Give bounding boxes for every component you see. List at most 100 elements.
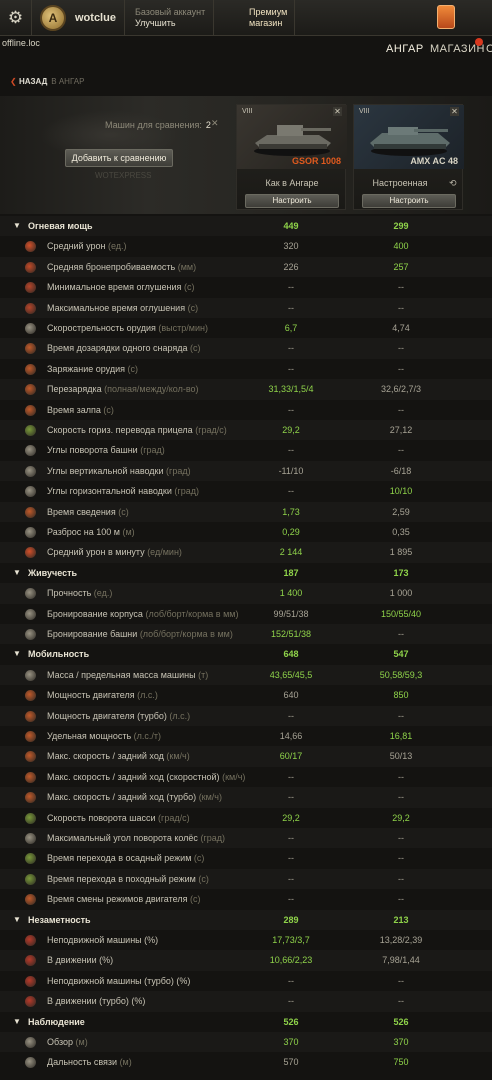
stat-label: Максимальное время оглушения (47, 302, 186, 313)
stat-category-row[interactable]: ▼ Огневая мощь 449 299 (0, 216, 492, 237)
remove-tank-icon[interactable]: ✕ (333, 107, 342, 116)
nav-more[interactable]: С (486, 43, 492, 55)
upgrade-link[interactable]: Улучшить (135, 18, 176, 28)
stat-icon (25, 935, 36, 946)
stat-row: Макс. скорость / задний ход (км/ч) 60/17 5… (0, 746, 492, 767)
configure-button-2[interactable]: Настроить (362, 194, 456, 208)
stat-label: Время смены режимов двигателя (47, 894, 188, 905)
nav-hangar[interactable]: АНГАР (386, 43, 424, 55)
stat-name: Время сведения (с) (47, 507, 129, 517)
value-tank-1: -- (288, 404, 294, 415)
back-target: В АНГАР (51, 77, 85, 86)
stat-row: Время дозарядки одного снаряда (с) -- -- (0, 338, 492, 359)
premium-line2: магазин (249, 18, 283, 28)
nav-shop[interactable]: МАГАЗИН (430, 43, 485, 55)
collapse-arrow-icon[interactable]: ▼ (13, 567, 21, 577)
value-tank-2: 4,74 (392, 323, 410, 333)
stat-name: Живучесть (28, 568, 77, 578)
stat-row: Время сведения (с) 1,73 2,59 (0, 501, 492, 522)
account-status[interactable]: Базовый аккаунт Улучшить (124, 0, 214, 36)
tank-card-1[interactable]: VIII ✕ GSOR 1008 Как в Ангаре Настроить (236, 104, 347, 210)
clan-emblem-icon[interactable]: A (40, 5, 66, 31)
stat-row: Скорость гориз. перевода прицела (град/с… (0, 420, 492, 441)
add-to-compare-button[interactable]: Добавить к сравнению (65, 149, 173, 167)
stat-category-row[interactable]: ▼ Незаметность 289 213 (0, 909, 492, 930)
stat-icon (25, 853, 36, 865)
stat-icon (25, 241, 36, 253)
configure-button-1[interactable]: Настроить (245, 194, 339, 208)
value-tank-2: 850 (393, 690, 409, 701)
stat-name: Время перехода в походный режим (с) (47, 874, 209, 884)
stat-icon (25, 608, 36, 620)
gear-icon[interactable]: ⚙ (0, 0, 32, 36)
stat-label: Время дозарядки одного снаряда (47, 343, 188, 354)
stat-row: Скорострельность орудия (выстр/мин) 6,7 4,… (0, 318, 492, 339)
tank-card-2[interactable]: VIII ✕ AMX AC 48 Настроенная ⟲ Настроить (353, 104, 464, 210)
username[interactable]: wotclue (75, 12, 116, 24)
value-tank-2: 10/10 (389, 486, 413, 497)
stat-unit: (ед.) (93, 588, 113, 599)
stat-row: Разброс на 100 м (м) 0,29 0,35 (0, 522, 492, 543)
remove-tank-icon[interactable]: ✕ (450, 107, 459, 116)
collapse-arrow-icon[interactable]: ▼ (13, 221, 21, 230)
collapse-arrow-icon[interactable]: ▼ (13, 649, 21, 659)
value-tank-1: 449 (283, 221, 299, 231)
value-tank-1: -- (288, 363, 294, 374)
stat-name: Неподвижной машины (турбо) (%) (47, 976, 190, 986)
value-tank-2: -- (398, 996, 404, 1007)
value-tank-2: 32,6/2,7/3 (380, 384, 422, 395)
value-tank-2: 173 (393, 567, 409, 578)
stat-label: Максимальный угол поворота колёс (47, 833, 198, 843)
value-tank-2: 299 (393, 221, 409, 231)
stat-row: Минимальное время оглушения (с) -- -- (0, 277, 492, 298)
stat-icon (25, 323, 36, 334)
stat-category-row[interactable]: ▼ Наблюдение 526 526 (0, 1011, 492, 1032)
value-tank-2: 400 (393, 241, 409, 252)
stat-unit: (град/с) (158, 812, 190, 823)
value-tank-2: 1 000 (389, 588, 413, 599)
value-tank-2: 2,59 (392, 506, 410, 517)
value-tank-1: -11/10 (278, 465, 304, 476)
stat-icon (25, 404, 36, 416)
stat-icon (25, 465, 36, 477)
stat-label: Средняя бронепробиваемость (47, 261, 176, 272)
stat-name: Бронирование башни (лоб/борт/корма в мм) (47, 629, 233, 639)
stat-name: Средний урон в минуту (ед/мин) (47, 547, 182, 557)
clear-icon[interactable]: ✕ (211, 118, 219, 128)
premium-shop-button[interactable]: Премиум магазин (215, 0, 455, 36)
value-tank-2: 29,2 (392, 812, 410, 823)
tank-icon (254, 125, 331, 156)
stat-icon (25, 812, 36, 824)
stat-unit: (мм) (177, 261, 197, 272)
top-bar: ⚙ A wotclue Базовый аккаунт Улучшить Пре… (0, 0, 492, 36)
stat-row: Масса / предельная масса машины (т) 43,65… (0, 664, 492, 686)
stat-icon (25, 425, 36, 436)
stat-row: Макс. скорость / задний ход (скоростной)… (0, 766, 492, 788)
value-tank-2: -- (398, 792, 404, 803)
value-tank-1: -- (288, 792, 294, 803)
stat-label: Масса / предельная масса машины (47, 669, 196, 680)
reset-config-icon[interactable]: ⟲ (449, 178, 457, 188)
stat-name: Макс. скорость / задний ход (скоростной)… (47, 772, 245, 782)
stat-category-row[interactable]: ▼ Мобильность 648 547 (0, 644, 492, 665)
back-button[interactable]: ❮ НАЗАД В АНГАР (10, 77, 84, 86)
value-tank-1: 31,33/1,5/4 (268, 384, 314, 395)
collapse-arrow-icon[interactable]: ▼ (13, 914, 21, 924)
value-tank-1: 320 (283, 241, 299, 252)
stat-unit: (град) (166, 465, 191, 476)
stat-unit: (л.с.) (137, 690, 158, 701)
stat-row: Дальность связи (м) 570 750 (0, 1052, 492, 1073)
stat-label: Время перехода в походный режим (47, 873, 196, 884)
value-tank-1: 370 (283, 1037, 299, 1047)
stat-row: Углы вертикальной наводки (град) -11/10 -6… (0, 460, 492, 482)
collapse-arrow-icon[interactable]: ▼ (13, 1016, 21, 1026)
stat-icon (25, 731, 36, 742)
stat-unit: (град) (174, 486, 199, 497)
stat-category-row[interactable]: ▼ Живучесть 187 173 (0, 562, 492, 584)
stat-icon (25, 792, 36, 804)
stat-name: Время залпа (с) (47, 405, 114, 415)
stat-name: Время перехода в осадный режим (с) (47, 853, 204, 863)
tank-tier-2: VIII (359, 108, 370, 115)
value-tank-1: 2 144 (279, 547, 303, 558)
stat-row: Средний урон (ед.) 320 400 (0, 236, 492, 257)
